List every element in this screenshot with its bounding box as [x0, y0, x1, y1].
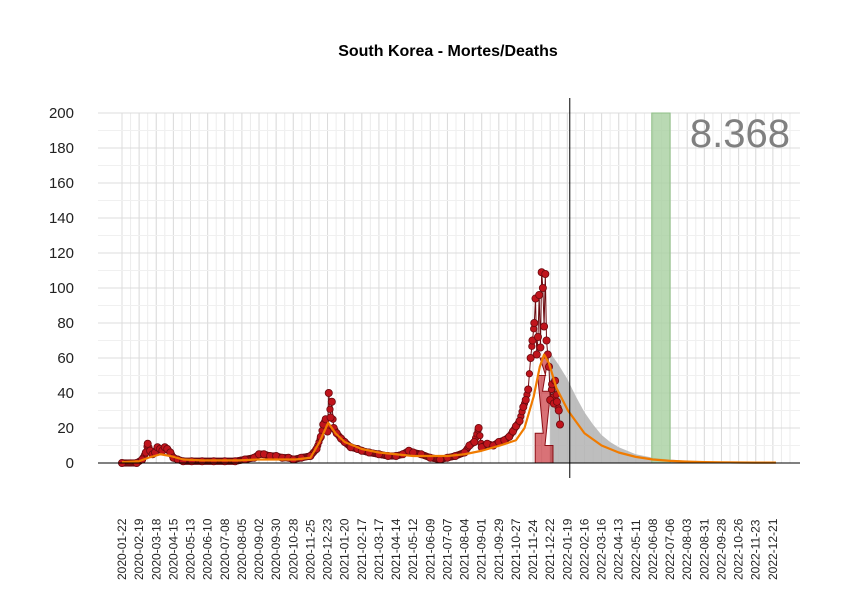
- x-tick-label: 2021-06-09: [423, 518, 437, 580]
- x-tick-label: 2022-02-16: [577, 518, 591, 580]
- x-tick-label: 2022-08-03: [680, 518, 694, 580]
- x-tick-label: 2021-09-01: [475, 518, 489, 580]
- data-point: [521, 395, 530, 404]
- x-tick-label: 2022-10-26: [732, 518, 746, 580]
- data-point: [525, 370, 534, 378]
- x-tick-label: 2020-12-23: [321, 518, 335, 580]
- data-point: [324, 388, 333, 397]
- forecast-band: [550, 352, 776, 463]
- x-tick-label: 2020-05-13: [184, 518, 198, 580]
- data-point: [533, 332, 542, 341]
- counter-label: 8.368: [690, 112, 790, 156]
- y-tick-label: 60: [57, 350, 74, 367]
- data-point: [143, 439, 152, 448]
- points: [118, 268, 564, 467]
- x-tick-label: 2020-09-02: [252, 518, 266, 580]
- y-tick-label: 100: [49, 280, 74, 297]
- lines: [121, 98, 776, 478]
- x-tick-label: 2021-07-07: [440, 518, 454, 580]
- x-tick-label: 2022-03-16: [595, 518, 609, 580]
- x-tick-label: 2020-11-25: [303, 519, 317, 580]
- chart-title: South Korea - Mortes/Deaths: [338, 43, 558, 60]
- grid: [98, 112, 800, 464]
- data-point: [327, 397, 336, 406]
- y-tick-label: 20: [57, 420, 74, 437]
- data-point: [552, 397, 561, 406]
- data-point: [326, 413, 335, 422]
- x-tick-label: 2020-08-05: [235, 518, 249, 580]
- data-point: [555, 420, 564, 429]
- data-point: [524, 385, 533, 394]
- y-tick-label: 180: [49, 140, 74, 157]
- green-band: [651, 112, 671, 464]
- y-tick-label: 120: [49, 245, 74, 262]
- x-tick-label: 2020-02-19: [132, 518, 146, 580]
- smooth-line: [121, 353, 776, 464]
- x-tick-label: 2022-09-28: [714, 518, 728, 580]
- data-point: [470, 437, 479, 446]
- x-tick-label: 2021-04-14: [389, 518, 403, 580]
- x-tick-label: 2020-03-18: [149, 518, 163, 580]
- x-tick-label: 2021-10-27: [509, 518, 523, 580]
- data-point: [532, 350, 541, 359]
- data-point: [554, 406, 563, 415]
- y-tick-label: 80: [57, 315, 74, 332]
- data-point: [535, 290, 544, 299]
- x-tick-label: 2021-11-24: [526, 519, 540, 580]
- x-tick-label: 2021-03-17: [372, 518, 386, 580]
- data-point: [474, 423, 483, 432]
- data-point: [515, 416, 524, 425]
- x-tick-label: 2022-01-19: [560, 518, 574, 580]
- data-point: [536, 343, 545, 352]
- y-tick-label: 0: [66, 455, 74, 472]
- y-tick-label: 200: [49, 105, 74, 122]
- x-tick-label: 2020-09-30: [269, 518, 283, 580]
- x-tick-label: 2022-08-31: [697, 518, 711, 580]
- y-tick-label: 140: [49, 210, 74, 227]
- data-point: [526, 353, 535, 362]
- x-tick-label: 2021-01-20: [338, 518, 352, 580]
- x-tick-label: 2022-11-23: [749, 519, 763, 580]
- x-tick-label: 2021-08-04: [458, 518, 472, 580]
- y-tick-label: 160: [49, 175, 74, 192]
- y-tick-label: 40: [57, 385, 74, 402]
- data-point: [326, 405, 334, 413]
- x-tick-label: 2022-06-08: [646, 518, 660, 580]
- x-tick-label: 2021-12-22: [543, 518, 557, 580]
- x-tick-label: 2020-10-28: [286, 518, 300, 580]
- data-point: [530, 318, 539, 327]
- x-tick-label: 2020-01-22: [115, 518, 129, 580]
- x-tick-label: 2021-09-29: [492, 518, 506, 580]
- x-tick-label: 2022-07-06: [663, 518, 677, 580]
- data-point: [542, 336, 551, 345]
- x-tick-label: 2022-04-13: [612, 518, 626, 580]
- x-tick-label: 2020-06-10: [201, 518, 215, 580]
- x-tick-label: 2022-12-21: [766, 518, 780, 580]
- x-tick-label: 2021-02-17: [355, 518, 369, 580]
- data-point: [538, 283, 547, 292]
- x-tick-label: 2020-04-15: [166, 518, 180, 580]
- data-point: [541, 269, 550, 278]
- x-tick-label: 2020-07-08: [218, 518, 232, 580]
- data-point: [540, 322, 549, 331]
- x-tick-label: 2022-05-11: [629, 519, 643, 580]
- x-tick-label: 2021-05-12: [406, 518, 420, 580]
- data-point: [476, 432, 484, 440]
- data-point: [519, 402, 528, 411]
